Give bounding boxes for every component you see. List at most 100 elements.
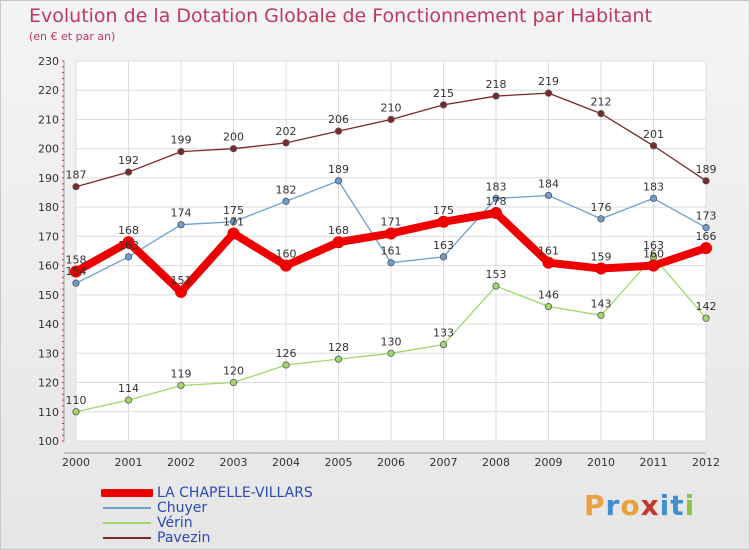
data-point	[490, 207, 502, 219]
data-label: 219	[538, 75, 559, 88]
data-label: 163	[118, 239, 139, 252]
x-tick-label: 2000	[62, 456, 90, 469]
x-tick-label: 2001	[115, 456, 143, 469]
data-point	[229, 378, 238, 387]
data-point	[124, 396, 133, 404]
data-point	[702, 314, 710, 322]
data-point	[439, 253, 448, 261]
logo-letter: x	[640, 489, 660, 522]
x-tick-label: 2012	[692, 456, 720, 469]
logo-letter: o	[620, 489, 641, 522]
y-tick-label: 220	[38, 84, 59, 97]
data-label: 114	[118, 382, 139, 395]
data-point	[437, 215, 450, 228]
data-label: 130	[381, 335, 402, 348]
data-label: 163	[643, 239, 664, 252]
data-point	[385, 227, 397, 240]
y-tick-label: 150	[38, 289, 59, 302]
data-point	[544, 191, 553, 200]
legend-label: Vérin	[157, 514, 193, 531]
data-point	[492, 194, 500, 202]
data-point	[229, 218, 238, 226]
data-label: 143	[591, 297, 612, 310]
data-label: 128	[328, 341, 349, 354]
y-tick-label: 100	[38, 435, 59, 448]
data-label: 133	[433, 327, 454, 340]
legend-item-chuyer: Chuyer	[101, 499, 313, 516]
data-label: 199	[171, 134, 192, 147]
data-point	[544, 302, 553, 311]
data-point	[595, 262, 607, 275]
data-label: 161	[538, 245, 559, 258]
data-label: 163	[433, 239, 454, 252]
data-label: 202	[276, 125, 297, 138]
y-tick-label: 180	[38, 201, 59, 214]
data-point	[72, 183, 80, 191]
data-label: 158	[66, 253, 87, 266]
data-label: 146	[538, 289, 559, 302]
data-label: 160	[276, 248, 297, 261]
legend-label: LA CHAPELLE-VILLARS	[157, 484, 313, 501]
x-tick-label: 2005	[325, 456, 353, 469]
data-point	[544, 89, 553, 97]
data-label: 182	[276, 183, 297, 196]
data-point	[702, 224, 710, 232]
data-point	[282, 197, 290, 205]
data-label: 215	[433, 87, 454, 100]
data-point	[700, 242, 712, 255]
x-tick-label: 2002	[167, 456, 195, 469]
data-label: 184	[538, 177, 559, 190]
legend-label: Chuyer	[157, 499, 208, 516]
y-tick-label: 110	[38, 406, 59, 419]
data-point	[72, 408, 80, 416]
data-label: 189	[328, 163, 349, 176]
data-label: 126	[276, 347, 297, 360]
data-label: 175	[223, 204, 244, 217]
data-point	[177, 381, 185, 390]
data-point	[597, 215, 605, 223]
y-tick-label: 160	[38, 260, 59, 273]
data-label: 171	[223, 215, 244, 228]
data-point	[439, 101, 448, 109]
data-point	[597, 110, 605, 118]
data-point	[280, 259, 292, 272]
data-label: 192	[118, 154, 139, 167]
data-label: 142	[696, 300, 717, 313]
data-point	[702, 177, 710, 185]
data-label: 168	[328, 224, 349, 237]
x-tick-label: 2010	[587, 456, 615, 469]
data-point	[387, 259, 395, 267]
x-tick-label: 2007	[430, 456, 458, 469]
data-label: 120	[223, 365, 244, 378]
legend-item-verin: Vérin	[101, 514, 313, 531]
logo-letter: t	[670, 489, 685, 522]
x-tick-label: 2011	[640, 456, 668, 469]
y-tick-label: 190	[38, 172, 59, 185]
data-point	[492, 92, 500, 100]
x-tick-label: 2003	[220, 456, 248, 469]
data-label: 168	[118, 224, 139, 237]
data-point	[649, 142, 658, 150]
legend-label: Pavezin	[157, 529, 211, 546]
data-point	[227, 227, 240, 240]
data-point	[70, 265, 82, 278]
data-point	[492, 282, 500, 290]
logo-letter: i	[659, 489, 671, 522]
data-label: 187	[66, 169, 87, 182]
data-label: 212	[591, 96, 612, 109]
legend-item-pavezin: Pavezin	[101, 529, 313, 546]
x-tick-label: 2008	[482, 456, 510, 469]
data-point	[597, 311, 605, 319]
data-point	[334, 355, 343, 363]
logo-letter: r	[605, 489, 621, 522]
data-point	[334, 177, 343, 185]
data-point	[332, 236, 345, 249]
legend: LA CHAPELLE-VILLARS Chuyer Vérin Pavezin	[101, 484, 313, 546]
y-tick-label: 120	[38, 377, 59, 390]
y-tick-label: 230	[38, 55, 59, 68]
data-label: 189	[696, 163, 717, 176]
data-point	[177, 148, 185, 156]
legend-item-la-chapelle-villars: LA CHAPELLE-VILLARS	[101, 484, 313, 501]
data-point	[387, 115, 395, 124]
chart-title: Evolution de la Dotation Globale de Fonc…	[29, 5, 652, 27]
